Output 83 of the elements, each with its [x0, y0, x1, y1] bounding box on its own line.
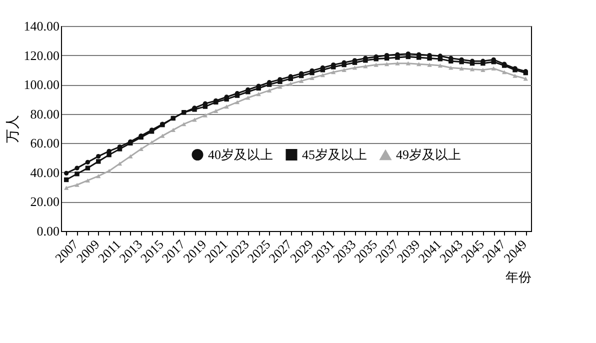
point	[96, 154, 101, 159]
point	[266, 88, 272, 92]
point	[64, 177, 69, 182]
y-tick-label: 120.00	[24, 48, 60, 63]
point	[438, 64, 443, 68]
point	[459, 66, 464, 70]
legend-label: 45岁及以上	[302, 146, 367, 162]
y-tick-label: 140.00	[24, 18, 60, 34]
point	[170, 128, 176, 132]
point	[331, 64, 336, 70]
point	[320, 73, 326, 78]
point	[246, 96, 250, 100]
point	[202, 113, 208, 118]
point	[64, 186, 69, 190]
point	[256, 92, 261, 96]
y-tick-label: 60.00	[30, 136, 60, 151]
point	[106, 168, 112, 173]
point	[352, 66, 358, 70]
point	[310, 76, 314, 80]
point	[384, 56, 390, 61]
point	[74, 172, 80, 176]
point	[224, 104, 229, 109]
point	[256, 86, 261, 91]
point	[502, 70, 507, 74]
y-tick-label: 20.00	[30, 194, 60, 210]
point	[363, 64, 368, 68]
point	[363, 58, 368, 63]
point	[298, 73, 304, 78]
point	[448, 66, 454, 70]
point	[288, 76, 294, 82]
point	[96, 159, 101, 164]
point	[480, 68, 486, 72]
point	[96, 174, 101, 178]
point	[85, 178, 90, 183]
point	[320, 68, 326, 72]
point	[246, 90, 250, 94]
point	[310, 70, 314, 76]
point	[74, 166, 80, 170]
y-tick-label: 0.00	[36, 224, 60, 238]
point	[438, 56, 443, 62]
point	[224, 96, 229, 102]
point	[234, 100, 240, 104]
point	[202, 104, 208, 109]
point	[160, 134, 165, 138]
point	[395, 61, 400, 66]
point	[427, 56, 432, 61]
point	[384, 62, 390, 66]
point	[85, 160, 90, 165]
point	[64, 170, 69, 176]
point	[85, 166, 90, 170]
point	[459, 60, 464, 64]
point	[491, 66, 496, 70]
point	[298, 78, 304, 83]
y-axis-title: 万人	[4, 115, 21, 143]
y-tick-label: 100.00	[24, 77, 60, 92]
point	[395, 55, 400, 60]
point	[117, 146, 122, 152]
point	[491, 60, 496, 64]
x-axis-title: 年份	[506, 270, 532, 285]
legend-label: 49岁及以上	[396, 147, 461, 162]
point	[128, 154, 133, 158]
point	[374, 62, 378, 67]
point	[181, 110, 186, 115]
point	[427, 62, 432, 67]
point	[406, 61, 411, 66]
point	[288, 82, 294, 86]
point	[342, 68, 346, 72]
y-tick-label: 80.00	[30, 106, 60, 122]
point	[106, 152, 112, 158]
point	[416, 55, 422, 60]
y-tick-label: 40.00	[30, 164, 60, 180]
legend-label: 40岁及以上	[208, 146, 273, 162]
point	[331, 70, 336, 74]
point	[416, 62, 422, 66]
point	[181, 122, 186, 126]
point	[374, 56, 378, 62]
point	[406, 54, 411, 60]
point	[448, 58, 454, 64]
point	[512, 74, 518, 78]
point	[74, 182, 80, 187]
point	[470, 67, 475, 72]
point	[214, 108, 218, 113]
point	[278, 84, 282, 89]
